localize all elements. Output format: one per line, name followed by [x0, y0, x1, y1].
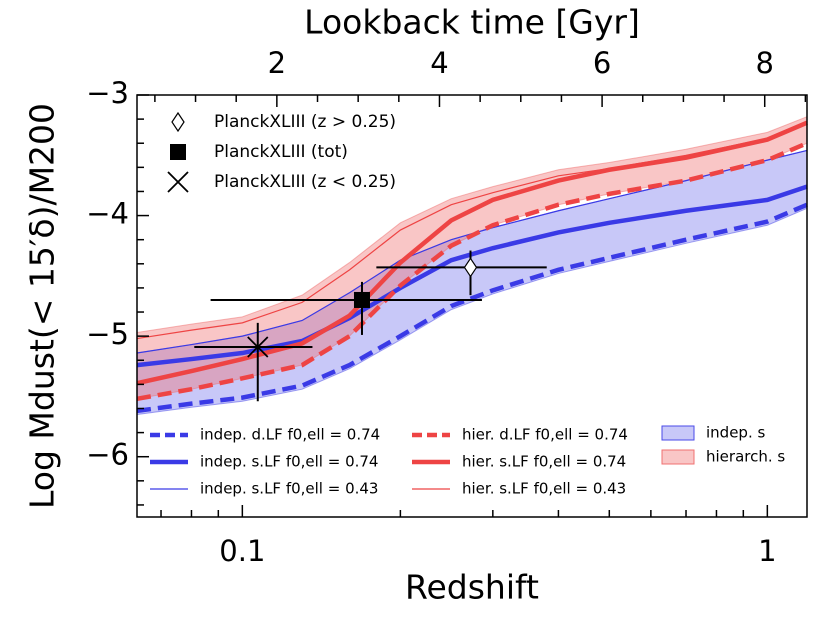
y-axis-label: Log Mdust(< 15′δ)/M200 — [23, 103, 62, 509]
top-tick-label: 2 — [268, 46, 286, 80]
plot-frame — [136, 94, 808, 518]
legend-patch — [661, 425, 695, 441]
legend-label: hier. d.LF f0,ell = 0.74 — [462, 426, 628, 444]
line — [136, 120, 808, 386]
y-tick-label: −4 — [86, 197, 129, 231]
y-tick-label: −6 — [86, 438, 129, 472]
legend-marker — [170, 144, 186, 160]
line — [136, 120, 808, 340]
legend-label: indep. s — [706, 424, 765, 442]
legend-label: PlanckXLIII (tot) — [214, 142, 348, 162]
legend-label: indep. d.LF f0,ell = 0.74 — [200, 426, 380, 444]
legend-patch — [661, 449, 695, 465]
line — [136, 149, 808, 354]
x-tick-label: 1 — [758, 534, 776, 568]
data-point — [463, 257, 478, 278]
legend-label: hierarch. s — [706, 448, 785, 466]
line — [136, 202, 808, 414]
top-tick-label: 6 — [593, 46, 611, 80]
y-tick-label: −3 — [86, 76, 129, 110]
legend-label: hier. s.LF f0,ell = 0.74 — [462, 453, 626, 471]
legend-label: PlanckXLIII (z > 0.25) — [214, 112, 396, 132]
data-point — [353, 291, 370, 308]
legend-label: indep. s.LF f0,ell = 0.43 — [200, 480, 378, 498]
top-tick-label: 8 — [755, 46, 773, 80]
line — [136, 184, 808, 368]
legend-marker — [167, 171, 189, 193]
top-tick-label: 4 — [430, 46, 448, 80]
data-point — [247, 336, 269, 358]
legend-label: indep. s.LF f0,ell = 0.74 — [200, 453, 378, 471]
y-tick-label: −5 — [86, 317, 129, 351]
legend-marker — [171, 111, 185, 133]
line — [136, 141, 808, 402]
x-axis-label: Redshift — [405, 568, 539, 607]
legend-label: hier. s.LF f0,ell = 0.43 — [462, 480, 626, 498]
legend-label: PlanckXLIII (z < 0.25) — [214, 172, 396, 192]
top-axis-label: Lookback time [Gyr] — [304, 3, 640, 42]
x-tick-label: 0.1 — [219, 534, 265, 568]
